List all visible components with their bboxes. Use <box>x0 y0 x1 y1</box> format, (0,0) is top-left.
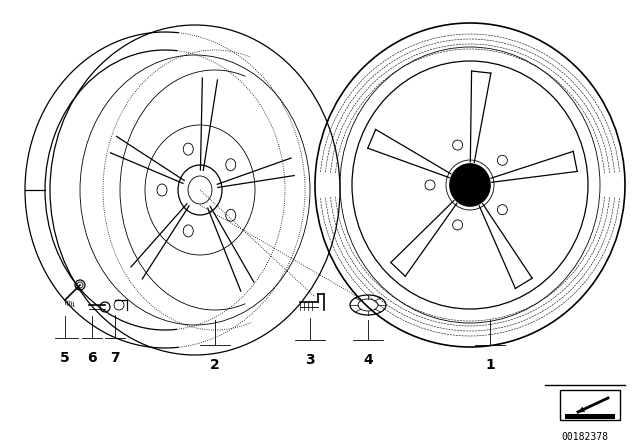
Bar <box>560 390 620 420</box>
Text: 00182378: 00182378 <box>561 432 609 442</box>
Text: 6: 6 <box>87 351 97 365</box>
Text: 3: 3 <box>305 353 315 367</box>
Text: 2: 2 <box>210 358 220 372</box>
Polygon shape <box>578 407 584 412</box>
Bar <box>565 414 615 419</box>
Text: 5: 5 <box>60 351 70 365</box>
Text: 1: 1 <box>485 358 495 372</box>
Text: 7: 7 <box>110 351 120 365</box>
Text: 4: 4 <box>363 353 373 367</box>
Ellipse shape <box>450 164 490 206</box>
